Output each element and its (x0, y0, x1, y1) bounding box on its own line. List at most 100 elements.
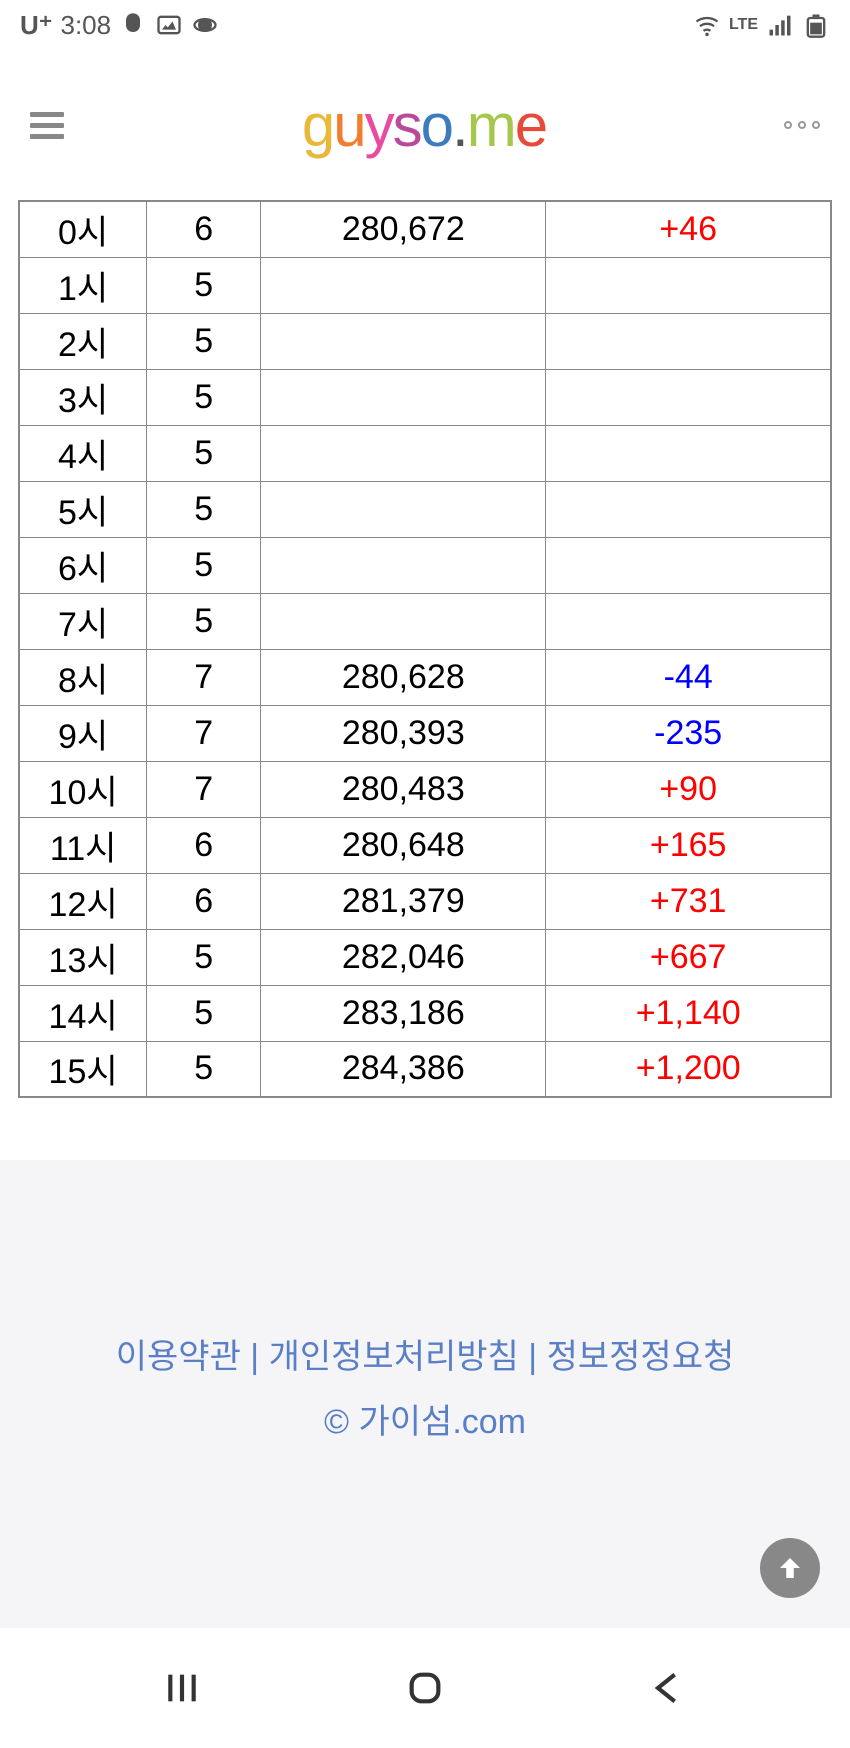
privacy-link[interactable]: 개인정보처리방침 (269, 1338, 519, 1376)
change-cell (546, 593, 831, 649)
time-cell: 12시 (19, 873, 147, 929)
table-row: 13시5282,046+667 (19, 929, 831, 985)
rank-cell: 5 (147, 1041, 261, 1097)
change-cell (546, 537, 831, 593)
rank-cell: 5 (147, 425, 261, 481)
rank-cell: 5 (147, 369, 261, 425)
time-cell: 10시 (19, 761, 147, 817)
more-button[interactable] (784, 121, 820, 129)
change-cell (546, 257, 831, 313)
copyright: © 가이섬.com (0, 1394, 850, 1443)
table-row: 0시6280,672+46 (19, 201, 831, 257)
scroll-top-button[interactable] (760, 1538, 820, 1598)
lte-label: LTE (729, 16, 758, 34)
status-bar: U⁺ 3:08 LTE (0, 0, 850, 50)
count-cell: 284,386 (261, 1041, 546, 1097)
time-cell: 15시 (19, 1041, 147, 1097)
change-cell: +1,140 (546, 985, 831, 1041)
count-cell (261, 313, 546, 369)
time-cell: 11시 (19, 817, 147, 873)
carrier-label: U⁺ (20, 10, 53, 41)
menu-button[interactable] (30, 112, 64, 139)
terms-link[interactable]: 이용약관 (116, 1338, 241, 1376)
system-nav-bar (0, 1628, 850, 1748)
back-button[interactable] (648, 1668, 688, 1708)
count-cell: 280,672 (261, 201, 546, 257)
planet-icon (191, 11, 219, 39)
table-row: 1시5 (19, 257, 831, 313)
home-button[interactable] (405, 1668, 445, 1708)
rank-cell: 5 (147, 985, 261, 1041)
time-cell: 7시 (19, 593, 147, 649)
app-header: guyso.me (0, 50, 850, 200)
correction-link[interactable]: 정보정정요청 (547, 1338, 735, 1376)
change-cell (546, 481, 831, 537)
rank-cell: 5 (147, 481, 261, 537)
count-cell (261, 369, 546, 425)
time-cell: 3시 (19, 369, 147, 425)
rank-cell: 7 (147, 761, 261, 817)
logo[interactable]: guyso.me (302, 91, 546, 160)
change-cell: +90 (546, 761, 831, 817)
change-cell: +1,200 (546, 1041, 831, 1097)
table-row: 12시6281,379+731 (19, 873, 831, 929)
time-cell: 4시 (19, 425, 147, 481)
signal-icon (766, 11, 794, 39)
count-cell (261, 537, 546, 593)
count-cell: 280,393 (261, 705, 546, 761)
arrow-up-icon (775, 1553, 805, 1583)
table-row: 14시5283,186+1,140 (19, 985, 831, 1041)
data-table-wrap: 0시6280,672+461시52시53시54시55시56시57시58시7280… (0, 200, 850, 1098)
change-cell (546, 313, 831, 369)
separator: | (241, 1338, 269, 1376)
count-cell: 280,628 (261, 649, 546, 705)
time-cell: 14시 (19, 985, 147, 1041)
rank-cell: 6 (147, 873, 261, 929)
change-cell: +731 (546, 873, 831, 929)
app-icon (119, 11, 147, 39)
change-cell: +667 (546, 929, 831, 985)
change-cell (546, 369, 831, 425)
time-cell: 5시 (19, 481, 147, 537)
rank-cell: 5 (147, 313, 261, 369)
time-cell: 8시 (19, 649, 147, 705)
back-icon (648, 1668, 688, 1708)
table-row: 6시5 (19, 537, 831, 593)
rank-cell: 7 (147, 649, 261, 705)
time-cell: 6시 (19, 537, 147, 593)
count-cell: 280,648 (261, 817, 546, 873)
table-row: 15시5284,386+1,200 (19, 1041, 831, 1097)
count-cell (261, 257, 546, 313)
rank-cell: 5 (147, 257, 261, 313)
recents-icon (162, 1668, 202, 1708)
footer-links: 이용약관 | 개인정보처리방침 | 정보정정요청 (0, 1330, 850, 1384)
rank-cell: 5 (147, 593, 261, 649)
recents-button[interactable] (162, 1668, 202, 1708)
change-cell: -44 (546, 649, 831, 705)
count-cell: 280,483 (261, 761, 546, 817)
rank-cell: 7 (147, 705, 261, 761)
count-cell (261, 425, 546, 481)
table-row: 11시6280,648+165 (19, 817, 831, 873)
rank-cell: 5 (147, 929, 261, 985)
count-cell: 283,186 (261, 985, 546, 1041)
time-cell: 9시 (19, 705, 147, 761)
rank-cell: 6 (147, 817, 261, 873)
image-icon (155, 11, 183, 39)
table-row: 4시5 (19, 425, 831, 481)
time-label: 3:08 (61, 10, 112, 41)
time-cell: 1시 (19, 257, 147, 313)
table-row: 3시5 (19, 369, 831, 425)
count-cell (261, 593, 546, 649)
table-row: 5시5 (19, 481, 831, 537)
change-cell: -235 (546, 705, 831, 761)
table-row: 10시7280,483+90 (19, 761, 831, 817)
separator: | (519, 1338, 547, 1376)
table-row: 9시7280,393-235 (19, 705, 831, 761)
time-cell: 13시 (19, 929, 147, 985)
change-cell (546, 425, 831, 481)
change-cell: +165 (546, 817, 831, 873)
home-icon (405, 1668, 445, 1708)
status-right: LTE (693, 11, 830, 39)
rank-cell: 5 (147, 537, 261, 593)
